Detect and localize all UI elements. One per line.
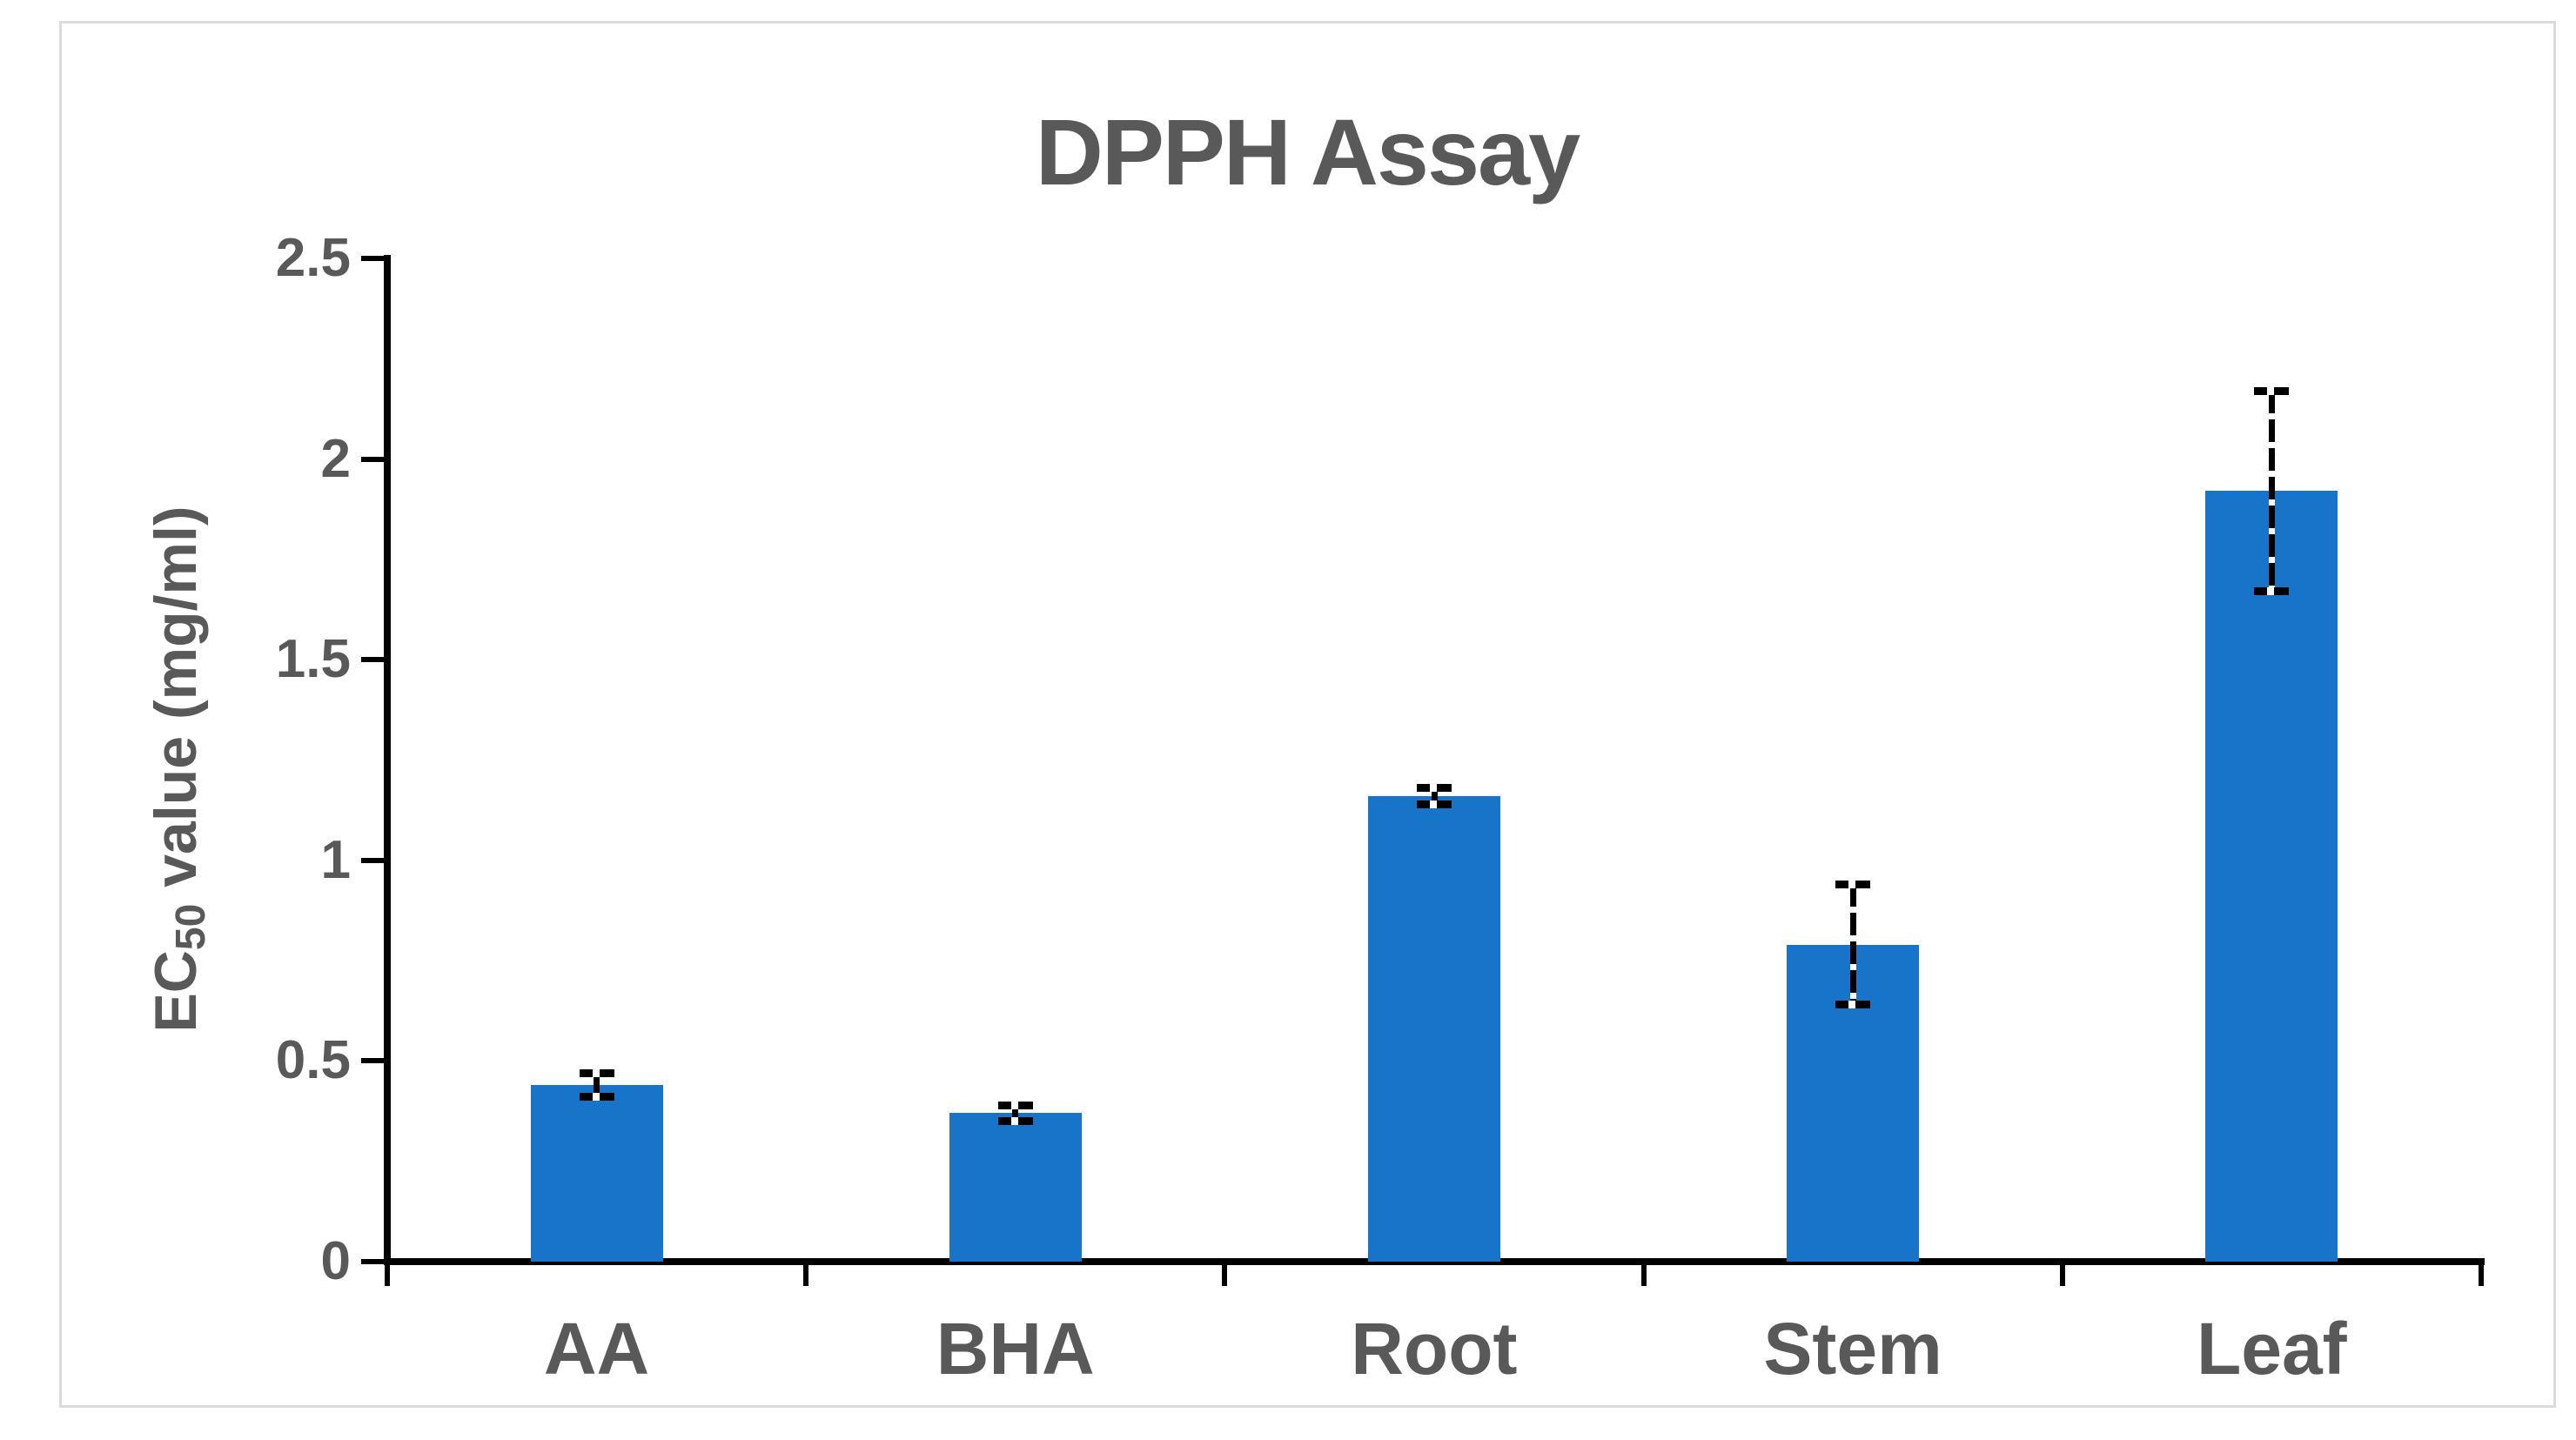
error-bar-cap-bottom	[579, 1093, 614, 1102]
error-bar-line	[1431, 787, 1438, 805]
x-axis-label-root: Root	[1351, 1308, 1518, 1390]
error-bar-cap-bottom	[2254, 587, 2290, 596]
x-axis-tick	[385, 1265, 390, 1286]
y-axis-tick-label: 2	[320, 428, 351, 489]
y-axis-tick-label: 1.5	[275, 629, 351, 690]
chart-frame	[59, 21, 2556, 1408]
error-bar-cap-top	[1835, 880, 1871, 888]
y-axis-tick-label: 2.5	[275, 228, 351, 288]
x-axis-label-aa: AA	[543, 1308, 650, 1390]
x-axis-line	[384, 1258, 2485, 1265]
bar-bha	[949, 1113, 1082, 1262]
error-bar-cap-top	[579, 1068, 614, 1077]
error-bar-cap-bottom	[1835, 1001, 1871, 1009]
y-axis-tick	[361, 1058, 384, 1064]
chart-title: DPPH Assay	[1035, 99, 1580, 204]
error-bar-cap-bottom	[997, 1117, 1033, 1126]
y-axis-line	[384, 255, 391, 1265]
x-axis-tick	[2479, 1265, 2484, 1286]
x-axis-label-leaf: Leaf	[2196, 1308, 2347, 1390]
bar-aa	[530, 1085, 663, 1262]
error-bar-line	[594, 1073, 600, 1097]
error-bar-line	[1012, 1105, 1019, 1122]
y-axis-tick	[361, 657, 384, 663]
y-axis-tick	[361, 456, 384, 462]
x-axis-tick	[803, 1265, 809, 1286]
x-axis-tick	[1222, 1265, 1228, 1286]
bar-root	[1368, 796, 1500, 1262]
y-axis-tick	[361, 1259, 384, 1264]
error-bar-cap-top	[2254, 386, 2290, 395]
error-bar-cap-bottom	[1417, 800, 1452, 808]
y-axis-tick-label: 0	[320, 1231, 351, 1291]
y-axis-tick-label: 1	[320, 829, 351, 890]
error-bar-line	[1849, 884, 1856, 1005]
y-axis-tick-label: 0.5	[275, 1030, 351, 1091]
bar-leaf	[2205, 491, 2338, 1262]
error-bar-line	[2268, 391, 2275, 592]
error-bar-cap-top	[1417, 784, 1452, 793]
x-axis-tick	[2059, 1265, 2065, 1286]
y-axis-tick	[361, 857, 384, 863]
y-axis-tick	[361, 256, 384, 261]
x-axis-label-bha: BHA	[936, 1308, 1095, 1390]
error-bar-cap-top	[997, 1101, 1033, 1109]
x-axis-tick	[1640, 1265, 1647, 1286]
x-axis-label-stem: Stem	[1763, 1308, 1942, 1390]
